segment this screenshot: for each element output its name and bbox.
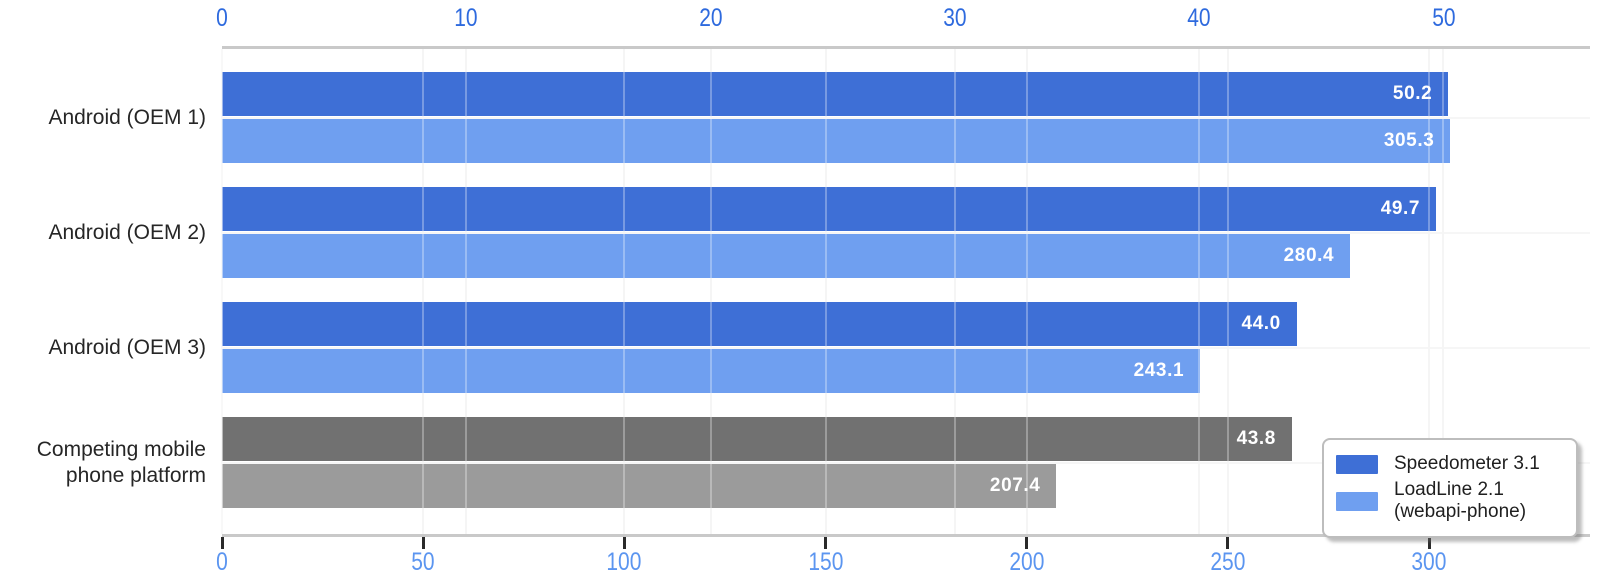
- bottom-axis-tick: [1226, 537, 1230, 549]
- legend-entry-loadline: LoadLine 2.1 (webapi-phone): [1336, 479, 1564, 523]
- bar-value-label: 44.0: [1241, 313, 1281, 334]
- bottom-axis-tick-label: 150: [807, 548, 844, 576]
- category-label: Competing mobile phone platform: [36, 437, 206, 487]
- bottom-axis-tick-label: 300: [1411, 548, 1447, 576]
- top-axis-tick-label: 50: [1431, 4, 1456, 32]
- vertical-gridline-overlay: [709, 49, 712, 534]
- bar-value-label: 243.1: [1133, 360, 1185, 381]
- bar-loadline-3: 243.1: [222, 349, 1201, 393]
- bar-value-label: 43.8: [1236, 428, 1276, 449]
- bar-loadline-2: 280.4: [222, 234, 1351, 278]
- bar-speedometer-1: 50.2: [222, 72, 1449, 116]
- top-axis-tick-label: 10: [454, 4, 478, 32]
- vertical-gridline-overlay: [1025, 49, 1028, 534]
- legend-label-speedometer: Speedometer 3.1: [1394, 453, 1540, 474]
- vertical-gridline: [422, 49, 425, 534]
- horizontal-gridline: [222, 116, 1590, 119]
- bar-speedometer-3: 44.0: [222, 302, 1297, 346]
- bar-value-label: 305.3: [1383, 130, 1435, 151]
- top-axis-tick-label: 20: [698, 4, 723, 32]
- legend: Speedometer 3.1 LoadLine 2.1 (webapi-pho…: [1322, 438, 1578, 538]
- top-axis-tick-label: 0: [216, 4, 228, 32]
- vertical-gridline-overlay: [623, 49, 626, 534]
- category-label: Android (OEM 2): [48, 220, 206, 244]
- horizontal-gridline: [222, 231, 1590, 234]
- vertical-gridline: [953, 49, 956, 534]
- vertical-gridline-overlay: [221, 49, 223, 534]
- vertical-gridline: [1226, 49, 1229, 534]
- bottom-axis-tick: [1025, 537, 1029, 549]
- top-axis-tick-label: 40: [1187, 4, 1211, 32]
- category-label: Android (OEM 3): [48, 335, 206, 359]
- bottom-axis-tick-label: 50: [411, 548, 435, 576]
- horizontal-gridline: [222, 461, 1590, 464]
- bottom-axis-tick-label: 0: [216, 548, 228, 576]
- bar-value-label: 207.4: [989, 475, 1041, 496]
- vertical-gridline-overlay: [824, 49, 827, 534]
- bar-speedometer-4: 43.8: [222, 417, 1292, 461]
- bottom-axis-tick-label: 250: [1210, 548, 1246, 576]
- legend-swatch-loadline: [1336, 491, 1378, 511]
- top-axis-line: [222, 46, 1590, 49]
- vertical-gridline: [623, 49, 626, 534]
- bar-loadline-1: 305.3: [222, 119, 1451, 163]
- legend-entry-speedometer: Speedometer 3.1: [1336, 453, 1564, 475]
- bar-value-label: 50.2: [1392, 83, 1433, 104]
- bottom-axis-tick: [220, 537, 224, 549]
- vertical-gridline-overlay: [221, 49, 223, 534]
- bottom-axis-tick: [824, 537, 828, 549]
- vertical-gridline-overlay: [1428, 49, 1431, 534]
- bottom-axis-tick-label: 100: [606, 548, 642, 576]
- vertical-gridline: [1428, 49, 1431, 534]
- vertical-gridline-overlay: [953, 49, 956, 534]
- bar-value-label: 280.4: [1283, 245, 1335, 266]
- bottom-axis-tick-label: 200: [1009, 548, 1045, 576]
- bar-loadline-4: 207.4: [222, 464, 1057, 508]
- bar-value-label: 49.7: [1380, 198, 1421, 219]
- vertical-gridline: [1198, 49, 1201, 534]
- vertical-gridline: [1442, 49, 1445, 534]
- vertical-gridline-overlay: [1442, 49, 1445, 534]
- bottom-axis-line: [222, 534, 1590, 537]
- vertical-gridline-overlay: [1198, 49, 1201, 534]
- bottom-axis-tick: [1427, 537, 1431, 549]
- horizontal-gridline: [222, 346, 1590, 349]
- top-axis-tick-label: 30: [943, 4, 967, 32]
- vertical-gridline-overlay: [422, 49, 425, 534]
- vertical-gridline: [1025, 49, 1028, 534]
- legend-label-loadline: LoadLine 2.1 (webapi-phone): [1394, 479, 1527, 522]
- vertical-gridline: [824, 49, 827, 534]
- vertical-gridline: [709, 49, 712, 534]
- vertical-gridline: [465, 49, 468, 534]
- category-label: Android (OEM 1): [48, 105, 206, 129]
- legend-swatch-speedometer: [1336, 454, 1378, 474]
- vertical-gridline-overlay: [1226, 49, 1229, 534]
- vertical-gridline-overlay: [465, 49, 468, 534]
- bottom-axis-tick: [421, 537, 425, 549]
- bottom-axis-tick: [622, 537, 626, 549]
- bar-speedometer-2: 49.7: [222, 187, 1437, 231]
- vertical-gridline: [221, 49, 223, 534]
